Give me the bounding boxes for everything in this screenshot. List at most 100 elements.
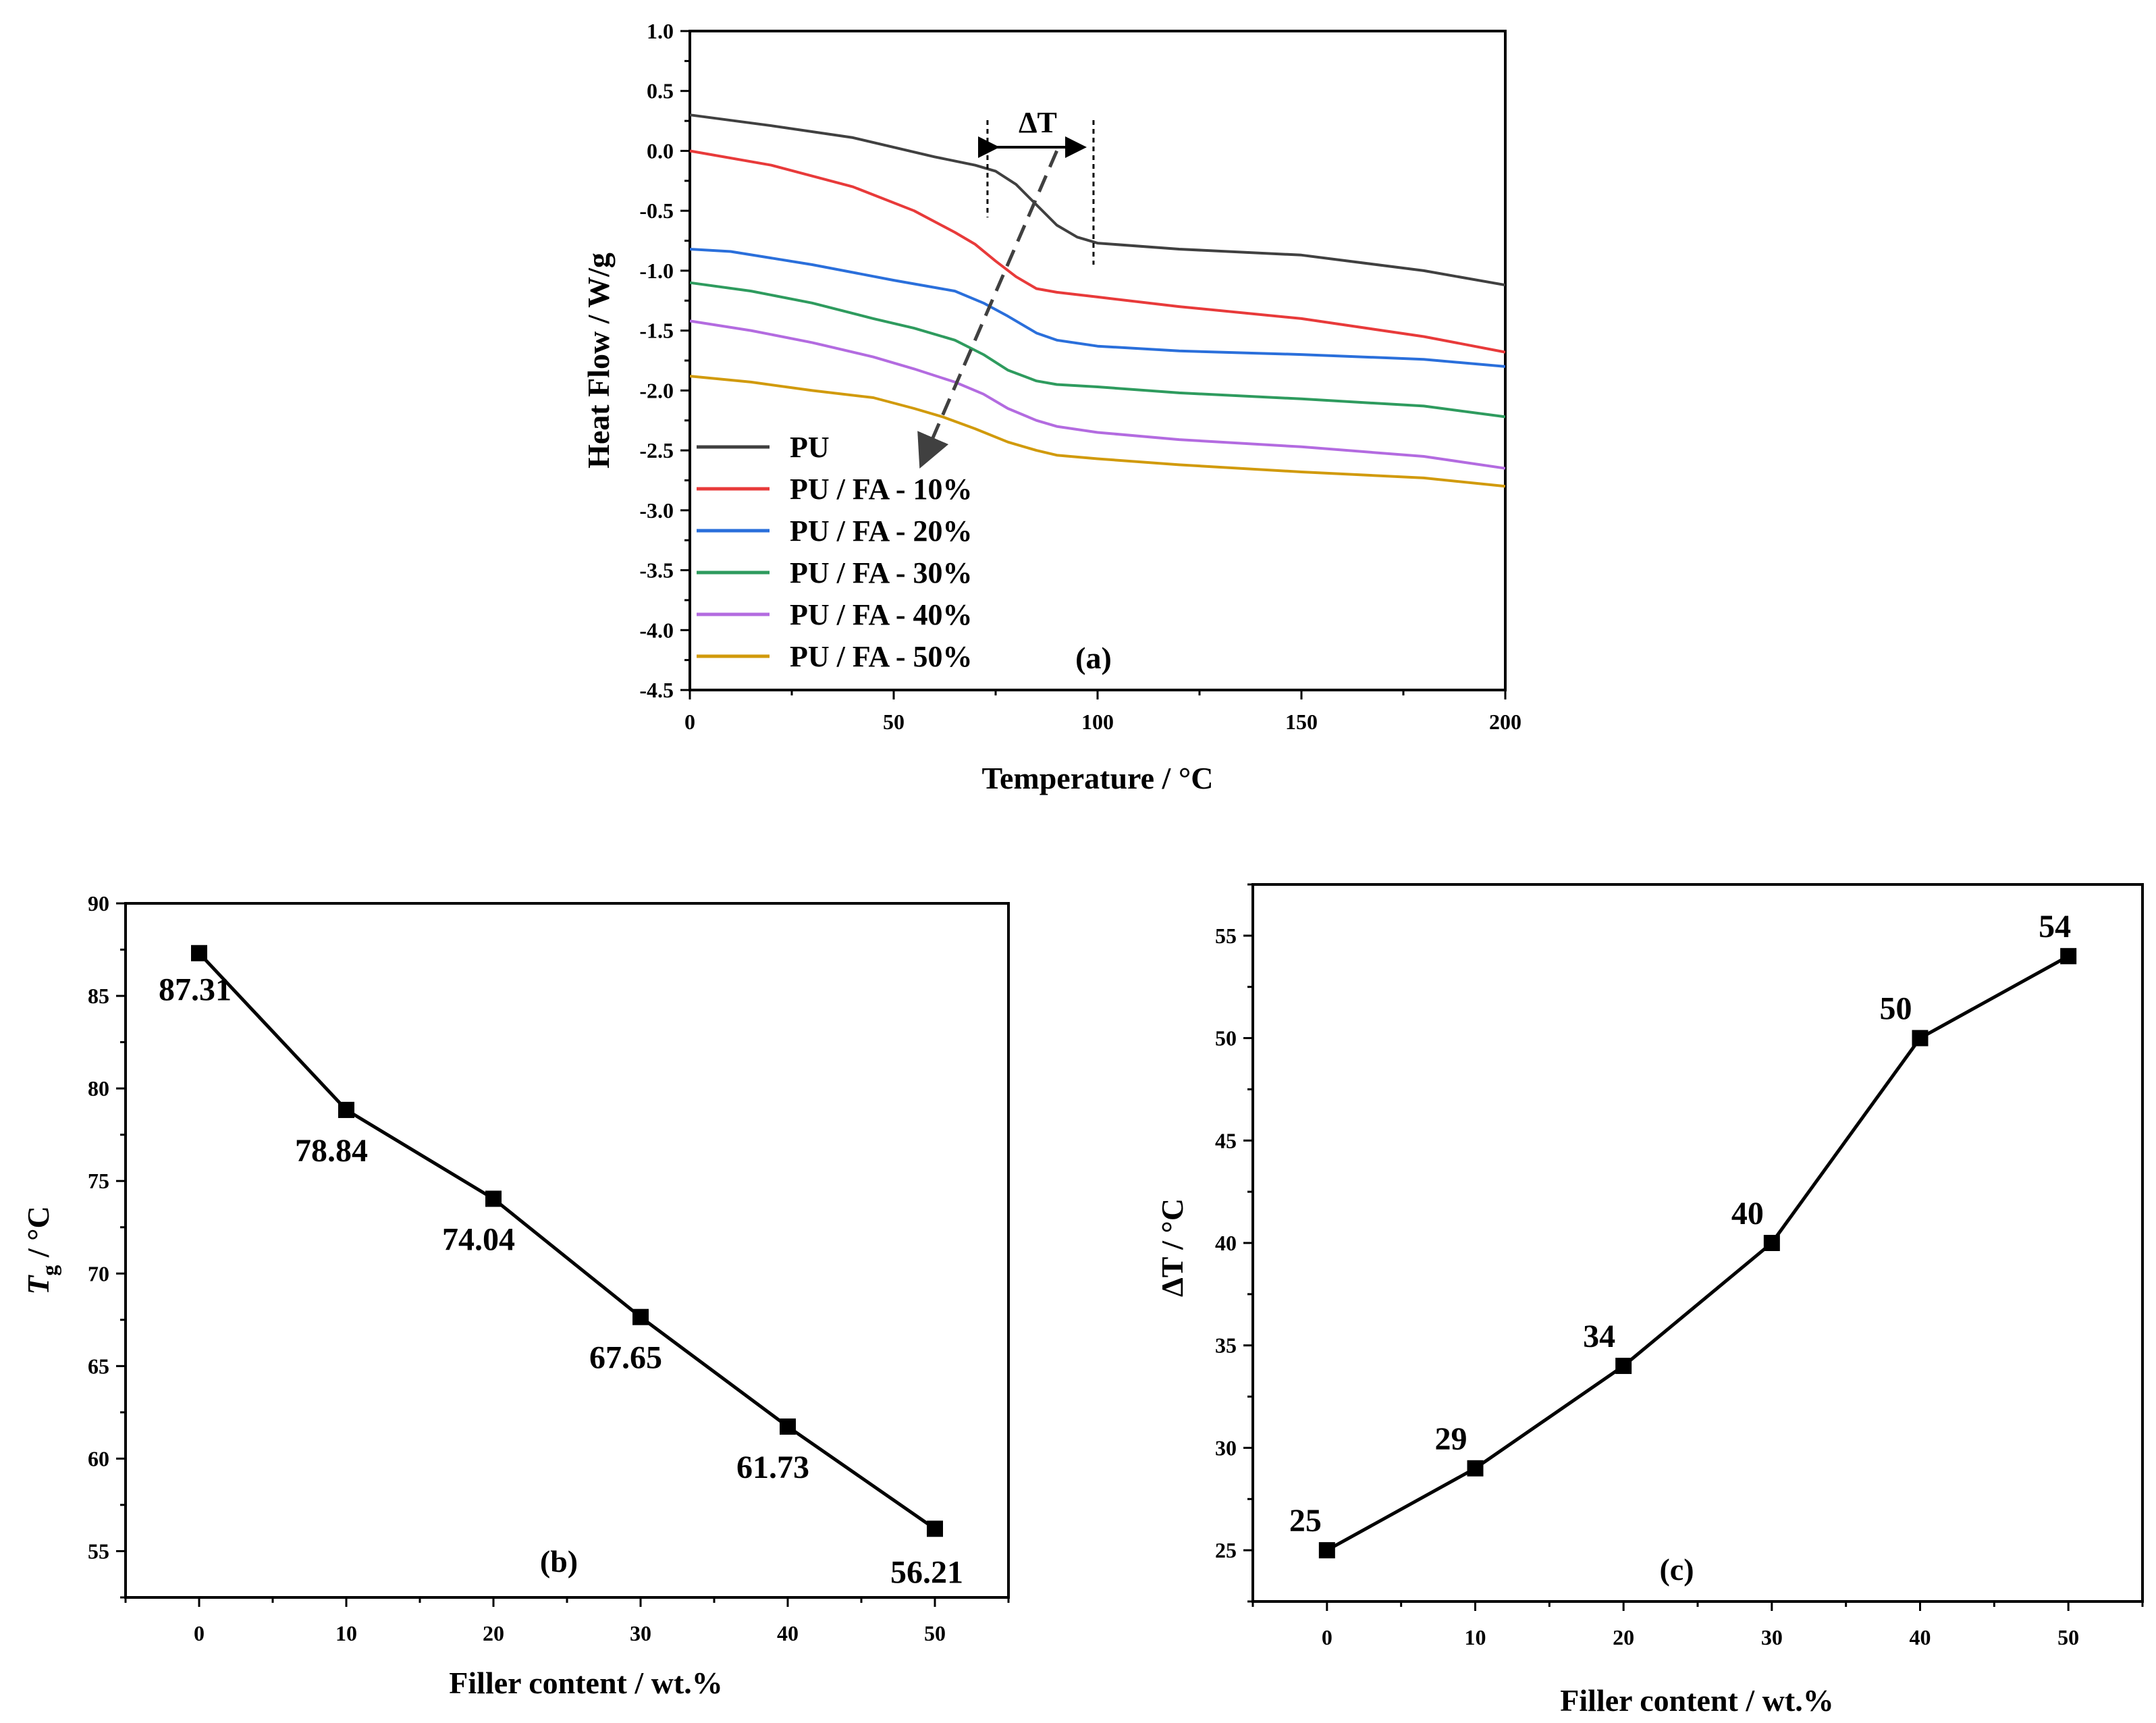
panel-b-label: (b) [540, 1544, 578, 1579]
panel-a-series-line-5 [689, 375, 1506, 488]
panel-b-x-tick-label: 50 [924, 1621, 946, 1645]
panel-b-y-tick-label: 65 [88, 1354, 109, 1378]
panel-a-plot-frame [689, 30, 1507, 691]
panel-a-y-tick-label: -4.0 [639, 618, 674, 642]
panel-a-y-tick-label: -1.5 [639, 319, 674, 343]
panel-a-heat-flow-chart: 0 50 100 150 200 1.0 0.5 0.0 -0.5 -1.0 -1.5 -2.0 -2.… [581, 19, 1521, 795]
panel-a-legend-label-2: PU / FA - 20% [790, 514, 973, 548]
panel-a-y-tick-label: -3.5 [639, 558, 674, 583]
panel-b-data-label: 74.04 [442, 1222, 515, 1258]
panel-b-ticks: 0 10 20 30 40 50 55 60 65 70 75 80 85 90 [88, 891, 1010, 1645]
panel-c-y-tick-label: 50 [1215, 1026, 1237, 1051]
panel-a-y-tick-label: -2.0 [639, 378, 674, 402]
panel-b-y-axis-title-rest: / °C [21, 1206, 55, 1265]
panel-b-data-point [338, 1101, 354, 1118]
panel-a-y-tick-label: -4.5 [639, 678, 674, 702]
panel-a-series-line-2 [689, 248, 1506, 368]
panel-c-x-tick-label: 10 [1465, 1625, 1486, 1649]
panel-b-series: 87.31 78.84 74.04 67.65 61.73 56.21 [159, 945, 963, 1590]
panel-a-x-tick-label: 150 [1285, 710, 1318, 734]
panel-c-data-point [1912, 1030, 1929, 1046]
panel-c-data-point [2060, 948, 2077, 965]
panel-a-y-tick-label: 0.5 [647, 79, 674, 103]
panel-a-series-line-1 [689, 149, 1506, 354]
panel-a-legend: PU PU / FA - 10% PU / FA - 20% PU / FA - 30… [697, 431, 973, 673]
panel-a-delta-t-annotation: ΔT [917, 106, 1095, 469]
panel-b-data-label: 61.73 [736, 1450, 809, 1485]
panel-c-data-point [1318, 1542, 1335, 1559]
panel-c-data-label: 29 [1435, 1421, 1467, 1457]
panel-c-data-point [1763, 1235, 1780, 1251]
panel-b-data-point [191, 945, 207, 961]
panel-c-plot-frame [1251, 883, 2144, 1603]
panel-c-data-label: 54 [2039, 909, 2071, 945]
panel-a-ticks: 0 50 100 150 200 1.0 0.5 0.0 -0.5 -1.0 -1.5 -2.0 -2.… [639, 19, 1521, 734]
panel-c-y-axis-title: ΔT / °C [1155, 1198, 1189, 1297]
panel-b-y-tick-label: 75 [88, 1169, 109, 1193]
panel-c-data-label: 50 [1880, 991, 1912, 1027]
panel-a-y-axis-title: Heat Flow / W/g [581, 253, 616, 469]
panel-b-data-label: 78.84 [295, 1133, 368, 1169]
panel-c-x-tick-label: 20 [1613, 1625, 1634, 1649]
panel-a-legend-label-0: PU [790, 431, 830, 464]
panel-b-data-label: 67.65 [589, 1340, 662, 1376]
panel-a-y-tick-label: -0.5 [639, 198, 674, 223]
panel-c-data-point [1615, 1358, 1632, 1375]
panel-c-y-tick-label: 55 [1215, 924, 1237, 948]
panel-b-y-tick-label: 60 [88, 1446, 109, 1470]
panel-b-x-axis-title: Filler content / wt.% [449, 1666, 722, 1700]
panel-a-x-axis-title: Temperature / °C [982, 761, 1214, 795]
panel-b-y-tick-label: 85 [88, 984, 109, 1008]
panel-c-ticks: 0 10 20 30 40 50 25 30 35 40 45 50 55 [1215, 883, 2144, 1649]
panel-b-data-label: 56.21 [890, 1554, 963, 1590]
panel-b-series-line [198, 951, 936, 1531]
panel-b-data-point [632, 1308, 649, 1325]
panel-c-y-tick-label: 45 [1215, 1128, 1237, 1152]
panel-a-legend-label-1: PU / FA - 10% [790, 473, 973, 506]
panel-a-trend-arrow [917, 150, 1058, 469]
panel-b-y-tick-label: 80 [88, 1076, 109, 1101]
panel-a-y-tick-label: 1.0 [647, 19, 674, 43]
panel-a-series-line-0 [689, 113, 1506, 287]
panel-c-data-label: 34 [1583, 1319, 1615, 1354]
panel-a-x-tick-label: 0 [684, 710, 695, 734]
panel-c-series: 25 29 34 40 50 54 [1289, 909, 2077, 1559]
panel-a-y-tick-label: -2.5 [639, 438, 674, 462]
panel-a-legend-label-5: PU / FA - 50% [790, 640, 973, 673]
panel-c-data-label: 25 [1289, 1503, 1322, 1539]
panel-b-y-tick-label: 55 [88, 1539, 109, 1563]
panel-a-series-line-4 [689, 319, 1506, 470]
panel-b-x-tick-label: 10 [335, 1621, 357, 1645]
panel-b-y-tick-label: 90 [88, 891, 109, 916]
panel-b-data-label: 87.31 [159, 972, 232, 1008]
panel-c-series-line [1326, 955, 2070, 1552]
panel-a-x-tick-label: 50 [883, 710, 905, 734]
panel-a-y-tick-label: -1.0 [639, 259, 674, 283]
panel-b-y-tick-label: 70 [88, 1261, 109, 1285]
panel-c-y-tick-label: 40 [1215, 1231, 1237, 1255]
panel-c-x-tick-label: 50 [2057, 1625, 2079, 1649]
panel-a-legend-label-3: PU / FA - 30% [790, 556, 973, 589]
panel-c-data-point [1467, 1460, 1484, 1477]
panel-a-delta-t-label: ΔT [1019, 106, 1057, 139]
panel-c-y-tick-label: 35 [1215, 1333, 1237, 1358]
panel-a-series-line-3 [689, 281, 1506, 419]
panel-b-y-axis-title: Tg / °C [21, 1206, 61, 1295]
panel-b-x-tick-label: 40 [777, 1621, 799, 1645]
panel-b-x-tick-label: 30 [630, 1621, 651, 1645]
panel-a-x-tick-label: 100 [1081, 710, 1114, 734]
panel-c-y-tick-label: 30 [1215, 1435, 1237, 1460]
panel-c-delta-t-chart: 0 10 20 30 40 50 25 30 35 40 45 50 55 25 29 34 40 50 54 (… [1155, 883, 2144, 1718]
panel-b-x-tick-label: 20 [483, 1621, 504, 1645]
panel-a-label: (a) [1075, 641, 1112, 675]
panel-a-series [689, 113, 1506, 488]
panel-b-data-point [485, 1190, 502, 1207]
panel-a-legend-label-4: PU / FA - 40% [790, 598, 973, 631]
panel-b-tg-chart: 0 10 20 30 40 50 55 60 65 70 75 80 85 90 87.31 78.84 74… [21, 891, 1010, 1700]
panel-b-data-point [927, 1520, 943, 1537]
panel-b-plot-frame [124, 902, 1010, 1599]
panel-b-y-axis-title-main: T [21, 1275, 55, 1295]
panel-b-data-point [780, 1418, 796, 1435]
panel-a-y-tick-label: 0.0 [647, 138, 674, 163]
